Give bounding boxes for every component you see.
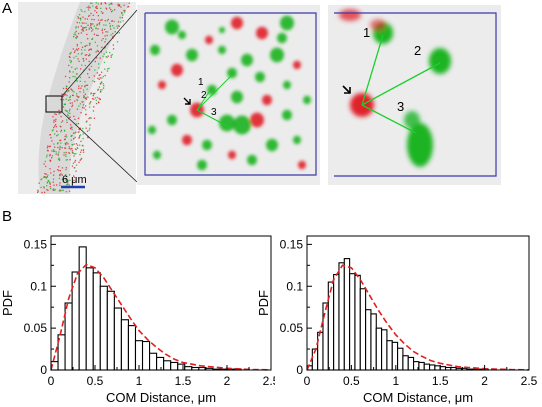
- hist-right-bar: [317, 331, 324, 371]
- hist-right-bar: [407, 356, 415, 371]
- hist-left-xtick-label: 1: [136, 374, 143, 388]
- histogram-left: 0 0.5 1 1.5 2 2.5 0 0.05 0.1 0.15 COM Distance, μm…: [0, 235, 275, 405]
- hist-left-bar: [163, 360, 172, 371]
- hist-right-xtick-label: 1: [392, 374, 399, 388]
- zoom-arrow-icon: [342, 85, 351, 94]
- hist-right-bar: [349, 273, 356, 371]
- hist-right-bar: [397, 347, 404, 371]
- link-label-1: 1: [198, 77, 204, 88]
- hist-right-bar: [391, 341, 399, 371]
- hist-left-ytick-label: 0.05: [24, 321, 48, 335]
- hist-right-bar: [333, 273, 340, 371]
- zoom-bounding-box: [334, 12, 497, 177]
- panel-label-a: A: [2, 0, 13, 17]
- hist-right-ylabel: PDF: [258, 290, 271, 316]
- zoomed-beads: [339, 9, 451, 167]
- hist-left-bar: [184, 366, 193, 371]
- hist-left-xtick-label: 1.5: [175, 374, 192, 388]
- hist-right-xtick-label: 2: [481, 374, 488, 388]
- hist-left-bar: [99, 285, 108, 371]
- hist-right-ytick-label: 0: [296, 363, 303, 377]
- zoom-link-label-1: 1: [363, 25, 370, 40]
- hist-right-bar: [386, 340, 393, 371]
- hist-right-xlabel: COM Distance, μm: [363, 390, 473, 405]
- hist-right-xtick-label: 0.5: [343, 374, 360, 388]
- overview-micrograph: 6 μm: [18, 2, 136, 194]
- link-line-1: [196, 91, 210, 111]
- hist-left-xtick-label: 2.5: [263, 374, 275, 388]
- hist-left-bar: [64, 302, 73, 371]
- hist-left-xlabel: COM Distance, μm: [106, 390, 216, 405]
- hist-left-xtick-label: 0.5: [87, 374, 104, 388]
- scale-bar-label: 6 μm: [62, 174, 87, 186]
- zoomed-view-3d: 1 2 3: [328, 5, 501, 185]
- cluster-view-3d: 1 2 3: [137, 5, 320, 185]
- hist-right-bar: [343, 258, 351, 371]
- hist-left-bar: [92, 272, 101, 371]
- hist-right-bar: [439, 366, 447, 371]
- hist-right-bar: [402, 355, 409, 371]
- hist-right-ytick-label: 0.1: [286, 279, 303, 293]
- hist-right-bar: [322, 302, 329, 371]
- hist-left-ytick-label: 0.15: [24, 237, 48, 251]
- hist-left-bar: [149, 352, 158, 371]
- zoom-link-line-3: [361, 104, 417, 134]
- hist-right-bar: [365, 309, 372, 371]
- hist-right-bar: [327, 281, 335, 371]
- bead-cluster: [148, 15, 311, 171]
- hist-right-bar: [370, 313, 377, 371]
- hist-right-bar: [375, 327, 383, 371]
- hist-right-bar: [434, 365, 441, 371]
- hist-left-bar: [170, 361, 179, 371]
- link-line-2: [196, 74, 233, 111]
- link-lines: [196, 74, 233, 128]
- arrow-icon: [183, 97, 191, 105]
- hist-left-xtick-label: 2: [224, 374, 231, 388]
- hist-left-xtick-label: 0: [48, 374, 55, 388]
- link-line-3: [196, 109, 230, 128]
- zoom-link-label-3: 3: [397, 99, 404, 114]
- zoom-link-line-1: [361, 34, 384, 106]
- hist-right-fit-curve: [306, 264, 530, 371]
- zoom-link-line-2: [361, 62, 441, 106]
- link-label-3: 3: [211, 107, 217, 118]
- hist-right-bar: [359, 288, 367, 371]
- hist-left-bar: [106, 290, 115, 371]
- zoom-connectors: [61, 9, 138, 183]
- hist-left-bar: [120, 319, 129, 371]
- hist-left-bar: [127, 325, 137, 371]
- hist-right-xtick-label: 2.5: [521, 374, 538, 388]
- connector-top: [61, 9, 138, 97]
- hist-right-ytick-label: 0.05: [280, 321, 304, 335]
- link-label-2: 2: [201, 90, 207, 101]
- zoom-link-label-2: 2: [414, 43, 421, 58]
- zoom-box: [45, 95, 63, 113]
- hist-right-bar: [418, 361, 425, 371]
- hist-right-bar: [338, 262, 345, 371]
- overview-micrograph-svg: 6 μm: [37, 2, 130, 194]
- hist-right-bar: [423, 363, 431, 371]
- bounding-box: [144, 12, 317, 176]
- hist-left-ytick-label: 0: [40, 363, 47, 377]
- hist-left-bar: [177, 363, 186, 371]
- hist-right-bar: [428, 364, 436, 371]
- hist-left-bar: [85, 267, 94, 371]
- hist-right-xtick-label: 0: [304, 374, 311, 388]
- hist-left-bar: [113, 307, 122, 371]
- hist-left-bar: [156, 356, 165, 371]
- hist-left-fit-curve: [50, 263, 272, 371]
- hist-right-bar: [354, 274, 361, 371]
- histogram-right: 0 0.5 1 1.5 2 2.5 0 0.05 0.1 0.15 COM Distance, μm…: [258, 235, 538, 405]
- zoomed-view-svg: 1 2 3: [334, 9, 497, 177]
- hist-left-ylabel: PDF: [0, 290, 15, 316]
- panel-label-b: B: [2, 208, 13, 225]
- overview-dots: [37, 2, 130, 194]
- hist-left-ytick-label: 0.1: [30, 279, 47, 293]
- hist-right-xtick-label: 1.5: [432, 374, 449, 388]
- connector-bottom: [61, 111, 138, 183]
- hist-left-bar: [141, 340, 151, 371]
- hist-right-bar: [381, 329, 388, 371]
- hist-right-ytick-label: 0.15: [280, 237, 304, 251]
- cluster-view-svg: 1 2 3: [144, 12, 317, 176]
